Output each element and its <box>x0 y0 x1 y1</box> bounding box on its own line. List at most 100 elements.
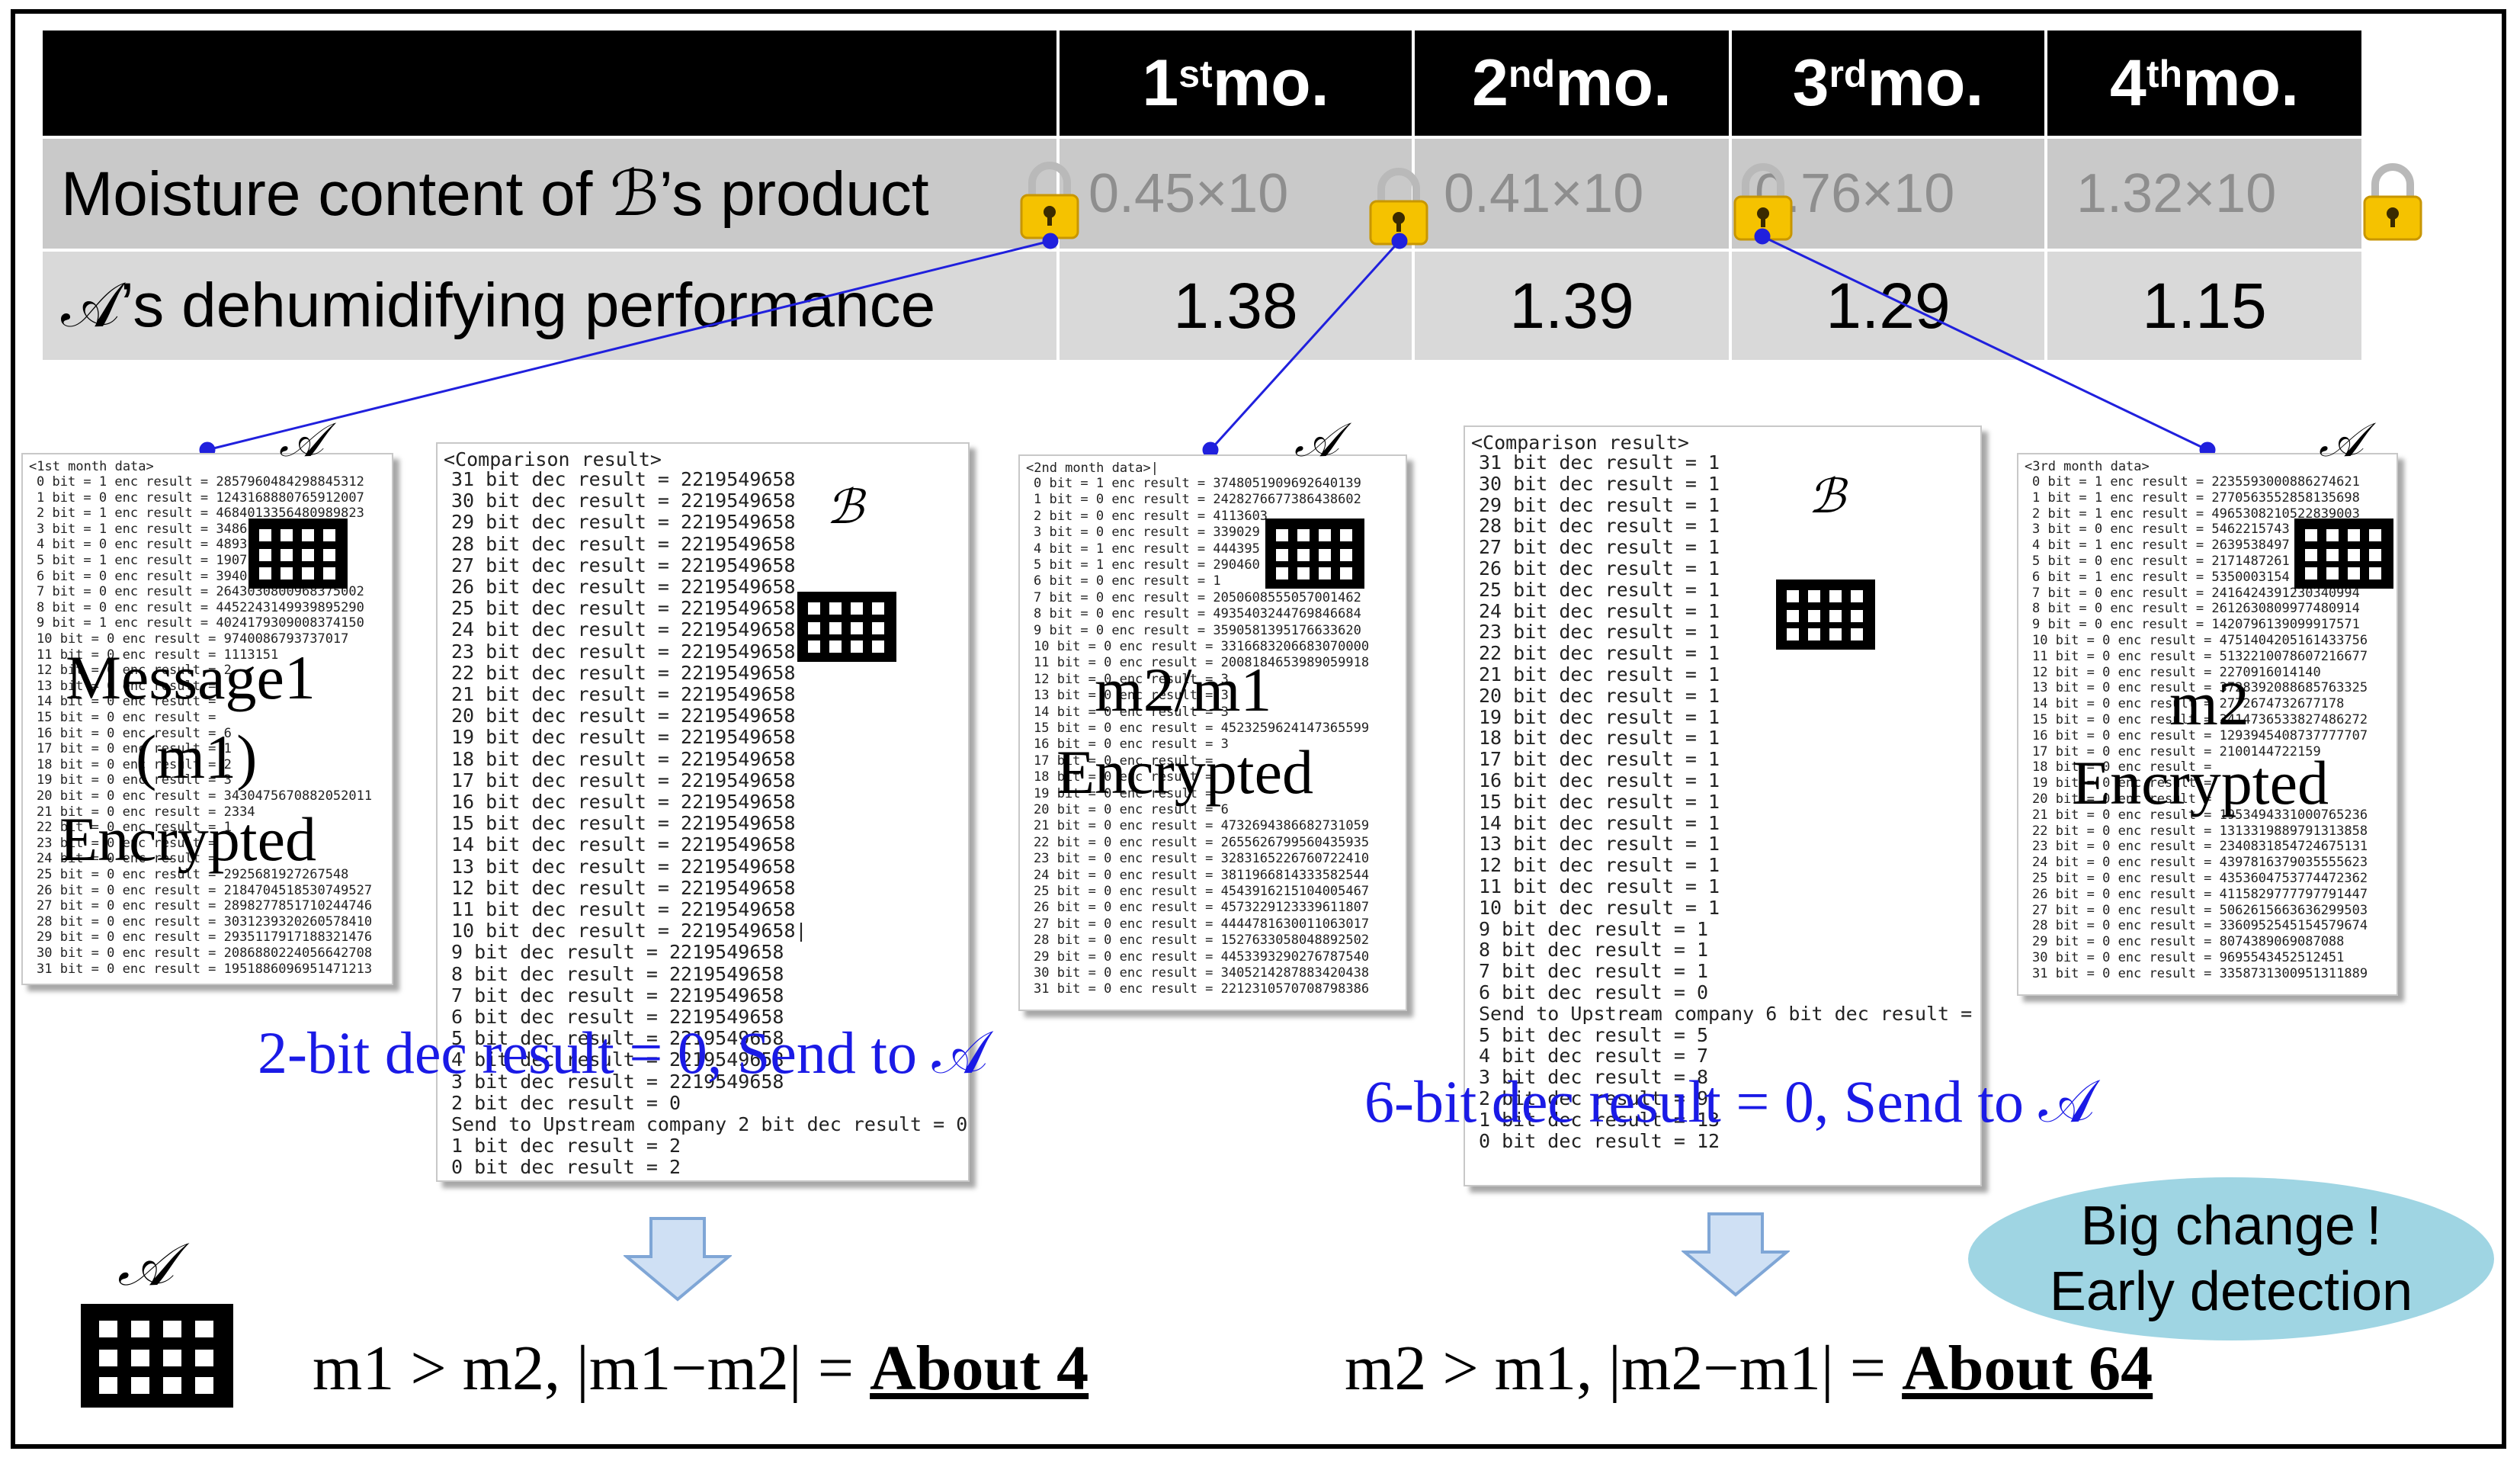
panel-line: 29 bit = 0 enc result = 8074389069087088 <box>2032 934 2345 950</box>
panel-line: 2 bit = 1 enc result = 49653082105228390… <box>2032 506 2360 522</box>
panel-line: 1 bit = 0 enc result = 24282766773864386… <box>1034 492 1361 508</box>
connector-line <box>1209 239 1401 451</box>
panel-line: 18 bit = 0 enc result = <box>2032 759 2212 775</box>
panel-line: 23 bit dec result = 1 <box>1479 621 1720 644</box>
panel-line: 26 bit = 0 enc result = 4573229123339611… <box>1034 900 1370 916</box>
connector-dot <box>1391 233 1408 249</box>
panel-line: 21 bit dec result = 1 <box>1479 663 1720 685</box>
panel-line: 22 bit = 0 enc result = 1313319889791313… <box>2032 823 2368 839</box>
panel-line: 8 bit = 0 enc result = 26126308099774809… <box>2032 601 2360 617</box>
panel-line: 27 bit = 0 enc result = 2898277851710244… <box>37 898 373 914</box>
panel-line: 12 bit = 0 enc result = 3 <box>1034 671 1229 687</box>
panel-line: 13 bit = 0 enc result = 3728392088685763… <box>2032 680 2368 696</box>
panel-line: 11 bit dec result = 1 <box>1479 875 1720 897</box>
panel-line: 21 bit = 0 enc result = 1953494331000765… <box>2032 807 2368 823</box>
panel-line: 27 bit dec result = 2219549658 <box>451 554 796 576</box>
panel-line: 27 bit = 0 enc result = 4444781630011063… <box>1034 916 1370 932</box>
panel-line: 11 bit dec result = 2219549658 <box>451 898 796 920</box>
panel-line: 26 bit dec result = 2219549658 <box>451 576 796 598</box>
panel-line: 13 bit dec result = 2219549658 <box>451 855 796 878</box>
panel-header: <Comparison result> <box>1471 432 1689 454</box>
header-unit: mo. <box>1555 46 1672 120</box>
panel-line: 28 bit dec result = 1 <box>1479 515 1720 538</box>
panel-line: 31 bit = 0 enc result = 3358731300951311… <box>2032 965 2368 981</box>
panel-comparison-result-1: <Comparison result> 31 bit dec result = … <box>436 442 970 1182</box>
panel-line: 3 bit = 0 enc result = 339029 <box>1034 525 1260 541</box>
moisture-value-4: 1.32×10 <box>2047 139 2361 249</box>
panel-line: 9 bit dec result = 2219549658 <box>451 941 784 964</box>
header-num: 4 <box>2110 46 2146 120</box>
conclusion-bold: About 64 <box>1902 1333 2153 1404</box>
building-icon <box>248 518 348 589</box>
panel-line: 4 bit = 1 enc result = 2639538497 <box>2032 538 2290 554</box>
panel-line: 8 bit = 0 enc result = 49354032447698466… <box>1034 606 1361 622</box>
annotation-send-2bit: 2-bit dec result = 0, Send to 𝒜 <box>258 1019 989 1086</box>
header-unit: mo. <box>1867 46 1984 120</box>
performance-value-4: 1.15 <box>2047 252 2361 360</box>
performance-value-3: 1.29 <box>1732 252 2044 360</box>
panel-line: 14 bit = 0 enc result = <box>37 694 216 710</box>
panel-line: 4 bit dec result = 2219549658 <box>451 1048 784 1071</box>
performance-value-2: 1.39 <box>1415 252 1729 360</box>
header-empty <box>43 30 1056 136</box>
lock-icon <box>1369 168 1428 246</box>
panel-line: 8 bit dec result = 2219549658 <box>451 962 784 985</box>
panel-line: 28 bit = 0 enc result = 3360952545154579… <box>2032 918 2368 934</box>
panel-line: 28 bit = 0 enc result = 1527633058048892… <box>1034 933 1370 949</box>
building-icon <box>2294 518 2393 589</box>
overlay-m1: (m1) <box>136 722 258 791</box>
panel-line: 18 bit dec result = 2219549658 <box>451 747 796 770</box>
panel-line: 5 bit dec result = 5 <box>1479 1023 1709 1046</box>
panel-line: 11 bit = 0 enc result = 1113151 <box>37 647 279 663</box>
moisture-value-2: 0.41×10 <box>1415 139 1729 249</box>
panel-line: 16 bit = 0 enc result = 3 <box>1034 737 1229 753</box>
panel-line: 21 bit dec result = 2219549658 <box>451 683 796 705</box>
panel-line: 26 bit = 0 enc result = 4115829777797791… <box>2032 886 2368 902</box>
panel-line: 0 bit dec result = 12 <box>1479 1129 1720 1152</box>
panel-line: 15 bit dec result = 1 <box>1479 790 1720 813</box>
panel-line: 7 bit = 0 enc result = 20506085550570014… <box>1034 589 1361 605</box>
row-performance-label: 𝒜’s dehumidifying performance <box>43 252 1056 360</box>
lock-icon <box>2363 163 2422 241</box>
owner-label-a: 𝒜 <box>279 412 324 467</box>
panel-line: 26 bit = 0 enc result = 2184704518530749… <box>37 882 373 898</box>
panel-line: 19 bit = 0 enc result = 3 <box>37 772 232 788</box>
panel-line: 22 bit = 0 enc result = 2655626799560435… <box>1034 834 1370 850</box>
panel-line: 20 bit = 0 enc result = <box>2032 791 2212 807</box>
panel-line: 3 bit = 1 enc result = 3486 <box>37 521 248 537</box>
connector-dot <box>1042 233 1059 249</box>
panel-line: 17 bit = 0 enc result = 1 <box>37 741 232 757</box>
panel-line: 19 bit = 0 enc result = <box>2032 775 2212 791</box>
panel-line: 31 bit = 0 enc result = 2212310570708798… <box>1034 981 1370 997</box>
panel-line: 8 bit dec result = 1 <box>1479 939 1709 962</box>
owner-label-b: ℬ <box>826 479 864 535</box>
slide-frame <box>11 9 2506 1449</box>
panel-line: 21 bit = 0 enc result = 4732694386682731… <box>1034 818 1370 834</box>
panel-line: 8 bit = 0 enc result = 44522431499398952… <box>37 599 364 615</box>
panel-line: 7 bit dec result = 1 <box>1479 960 1709 983</box>
panel-line: 9 bit = 1 enc result = 40241793090083741… <box>37 615 364 631</box>
panel-line: 14 bit dec result = 1 <box>1479 811 1720 834</box>
panel-line: 15 bit = 0 enc result = 3414736533827486… <box>2032 712 2368 727</box>
panel-header: <1st month data> <box>29 459 154 474</box>
panel-line: 17 bit dec result = 2219549658 <box>451 769 796 791</box>
header-suffix: rd <box>1829 53 1868 95</box>
panel-line: 12 bit = 0 enc result = 2 <box>37 663 232 679</box>
panel-line: 0 bit = 1 enc result = 22355930008862746… <box>2032 474 2360 490</box>
panel-line: 24 bit dec result = 2219549658 <box>451 618 796 641</box>
overlay-encrypted: Encrypted <box>2072 748 2329 817</box>
panel-line: 6 bit = 0 enc result = 1 <box>1034 573 1221 589</box>
panel-line: 24 bit = 0 enc result = <box>37 851 216 867</box>
conclusion-month-1-2: m1 > m2, |m1−m2| = About 4 <box>313 1331 1088 1405</box>
panel-line: 14 bit = 0 enc result = 2772674732677178 <box>2032 696 2345 712</box>
panel-line: 20 bit dec result = 1 <box>1479 684 1720 707</box>
bottom-owner-label-a: 𝒜 <box>117 1231 174 1299</box>
panel-line: 2 bit = 1 enc result = 46840133564809898… <box>37 506 364 522</box>
panel-line: 6 bit = 1 enc result = 5350003154 <box>2032 569 2290 585</box>
header-unit: mo. <box>2182 46 2299 120</box>
overlay-m2-m1: m2/m1 <box>1095 655 1272 724</box>
panel-header: <2nd month data>| <box>1026 461 1159 476</box>
header-suffix: th <box>2146 53 2183 95</box>
lock-icon <box>1733 163 1793 241</box>
panel-line: 24 bit = 0 enc result = 4397816379035555… <box>2032 855 2368 871</box>
